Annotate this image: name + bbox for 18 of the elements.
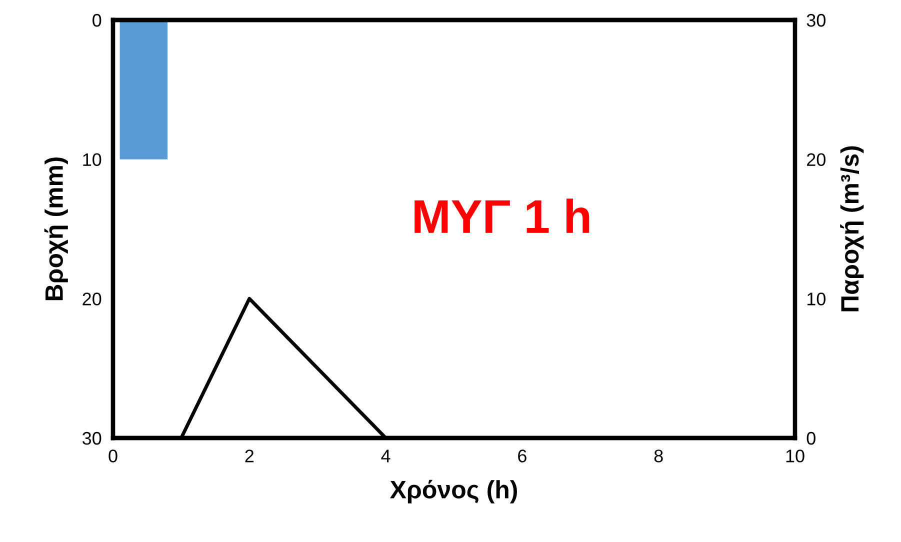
y-tick-label: 10 <box>83 153 102 166</box>
y2-tick-label: 0 <box>806 432 816 445</box>
y2-axis-title: Παροχή (m³/s) <box>840 146 864 312</box>
x-tick-label: 0 <box>108 450 118 462</box>
x-axis-title: Χρόνος (h) <box>390 480 517 504</box>
y2-tick-label: 30 <box>806 14 826 27</box>
x-tick-label: 2 <box>245 450 254 462</box>
x-tick-label: 10 <box>786 450 804 462</box>
y2-tick-label: 10 <box>807 292 826 306</box>
y2-tick-label: 20 <box>807 153 826 166</box>
y-tick-label: 30 <box>82 432 102 445</box>
y-tick-label: 20 <box>82 292 102 306</box>
x-tick-label: 8 <box>654 450 663 462</box>
y-axis-title: Βροχή (mm) <box>44 157 68 300</box>
x-tick-label: 6 <box>518 450 526 462</box>
annotation: ΜΥΓ 1 h <box>414 198 590 233</box>
y-tick-label: 0 <box>92 14 102 27</box>
x-tick-label: 4 <box>381 450 390 462</box>
